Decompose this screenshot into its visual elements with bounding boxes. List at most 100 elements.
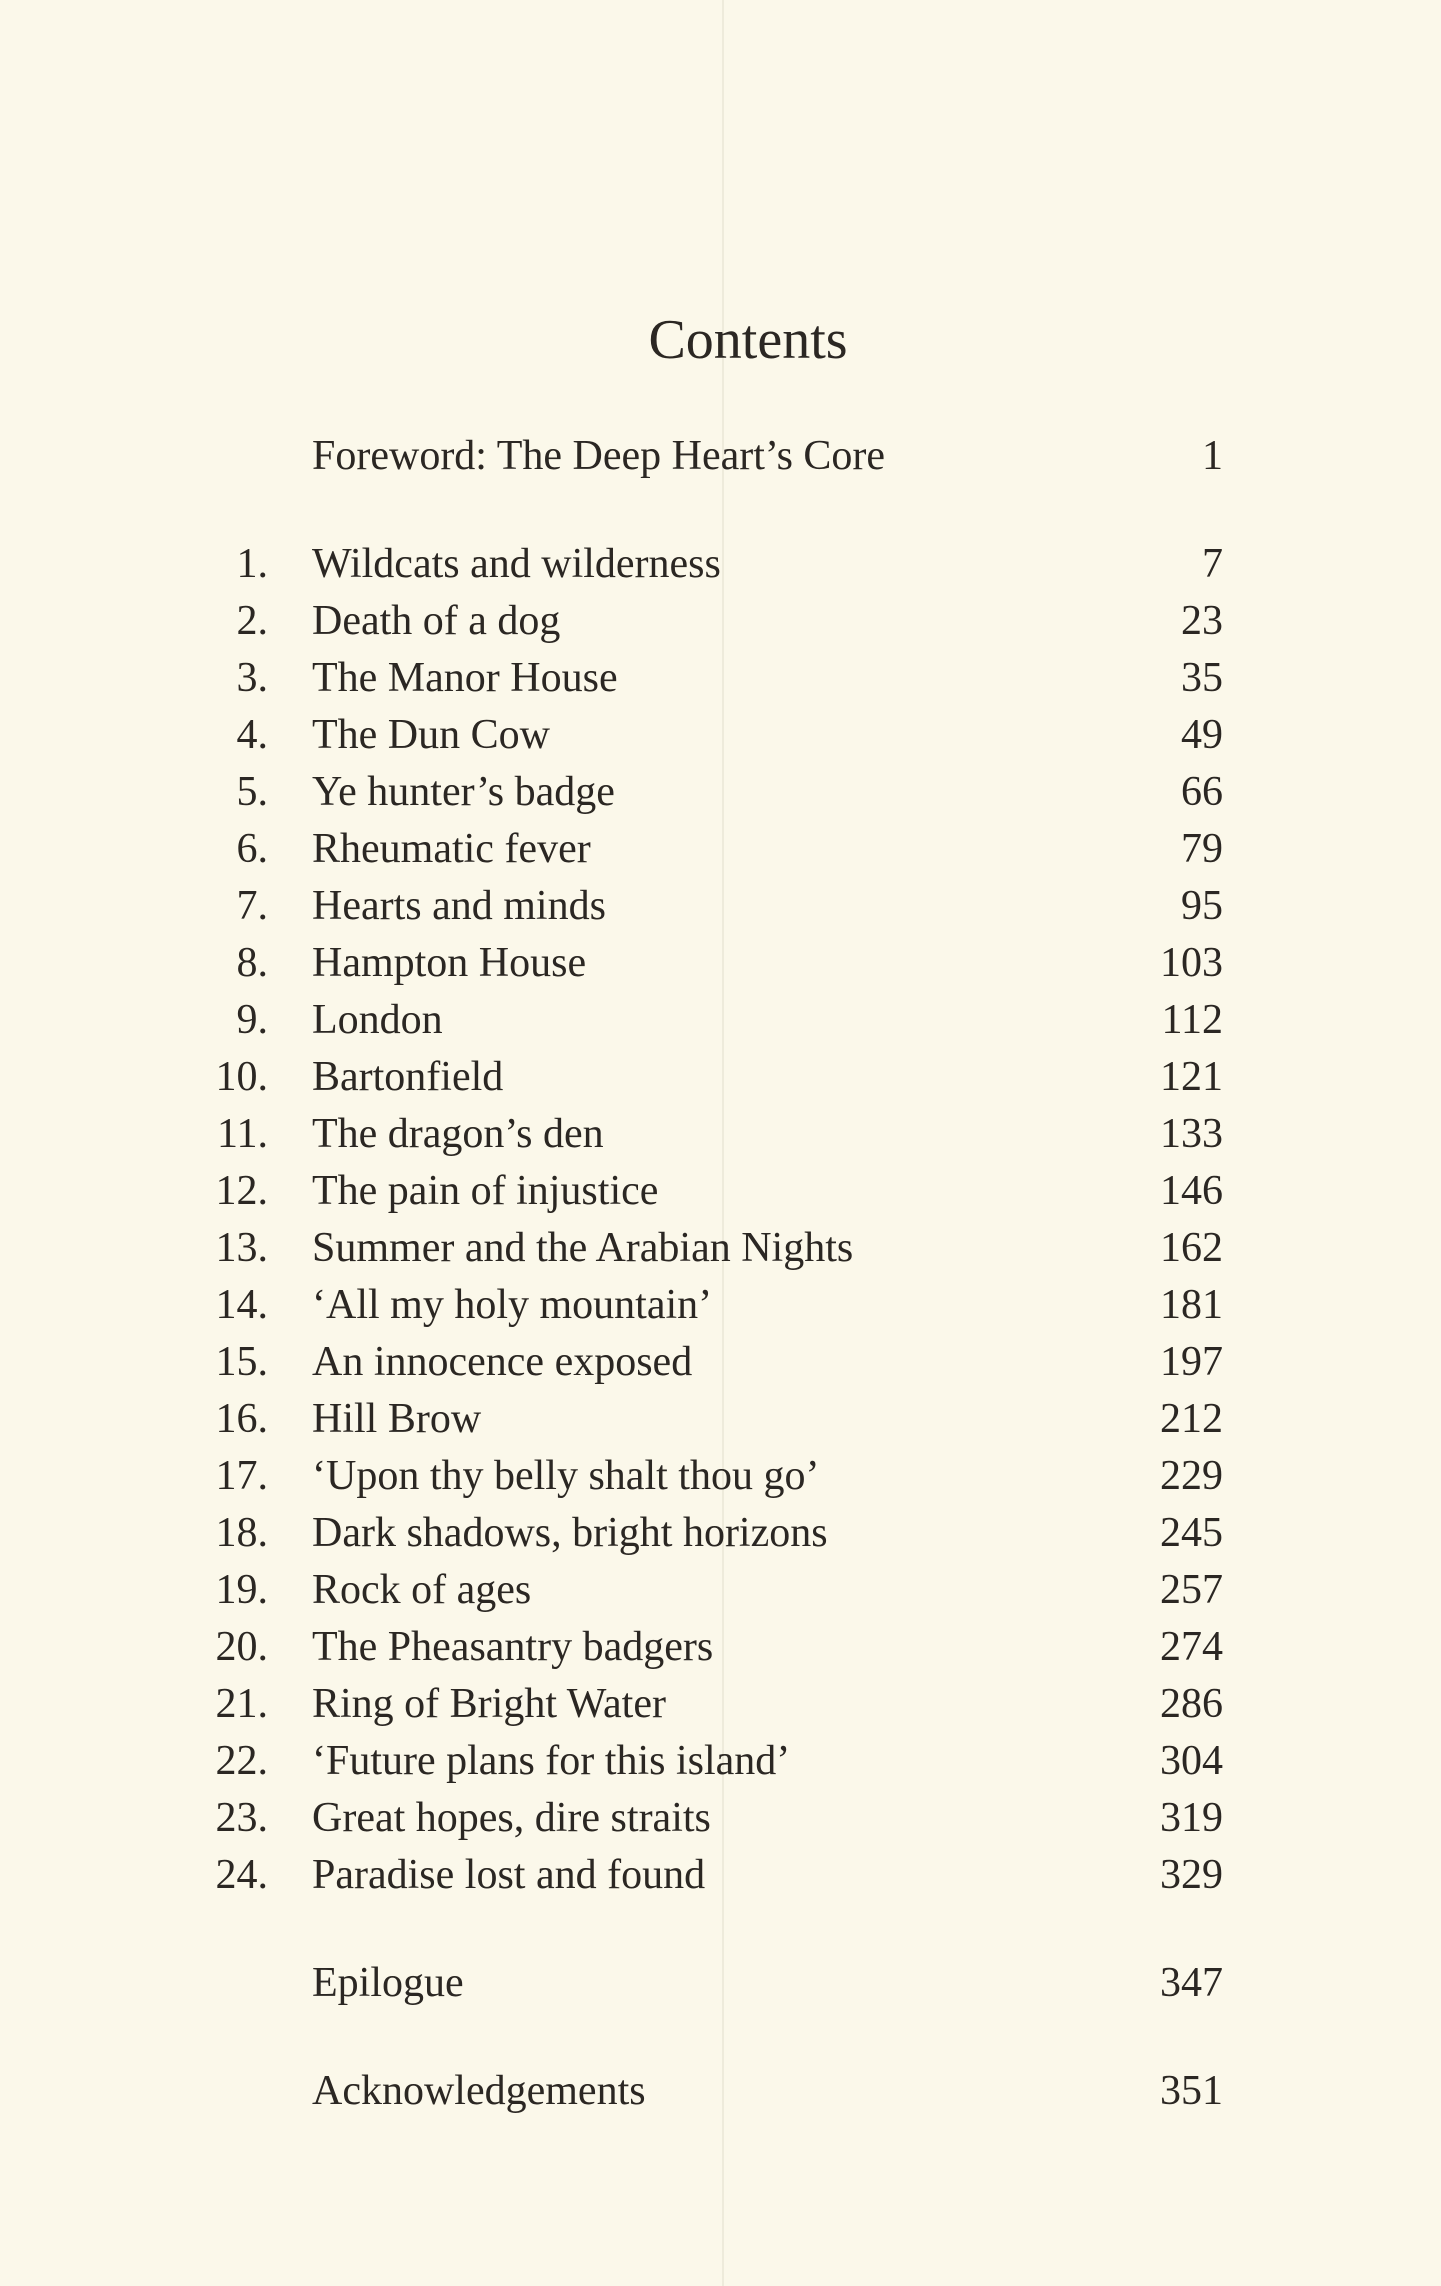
toc-entry-chapter: 21. Ring of Bright Water 286 — [0, 1676, 1441, 1733]
toc-entry-chapter: 19. Rock of ages 257 — [0, 1562, 1441, 1619]
entry-page: 212 — [1160, 1396, 1223, 1442]
entry-title: The dragon’s den — [312, 1111, 604, 1157]
entry-title: The Dun Cow — [312, 712, 550, 758]
entry-title: Death of a dog — [312, 598, 561, 644]
entry-page: 319 — [1160, 1795, 1223, 1841]
toc-entry-chapter: 17. ‘Upon thy belly shalt thou go’ 229 — [0, 1448, 1441, 1505]
chapter-number: 8. — [236, 940, 269, 986]
entry-title: Rheumatic fever — [312, 826, 591, 872]
chapter-number: 13. — [215, 1225, 269, 1271]
chapter-number: 4. — [236, 712, 269, 758]
toc-entry-chapter: 22. ‘Future plans for this island’ 304 — [0, 1733, 1441, 1790]
toc-entry-chapter: 11. The dragon’s den 133 — [0, 1106, 1441, 1163]
entry-page: 181 — [1160, 1282, 1223, 1328]
toc-entry-chapter: 16. Hill Brow 212 — [0, 1391, 1441, 1448]
entry-page: 103 — [1160, 940, 1223, 986]
entry-title: The Manor House — [312, 655, 618, 701]
entry-page: 49 — [1181, 712, 1223, 758]
chapter-number: 17. — [215, 1453, 269, 1499]
entry-page: 1 — [1202, 433, 1223, 479]
toc-entry-chapter: 2. Death of a dog 23 — [0, 593, 1441, 650]
entry-title: The pain of injustice — [312, 1168, 659, 1214]
entry-page: 304 — [1160, 1738, 1223, 1784]
toc-entry-chapter: 18. Dark shadows, bright horizons 245 — [0, 1505, 1441, 1562]
entry-title: Ye hunter’s badge — [312, 769, 615, 815]
toc-entry-epilogue: Epilogue 347 — [0, 1955, 1441, 2012]
entry-title: Ring of Bright Water — [312, 1681, 666, 1727]
entry-title: Summer and the Arabian Nights — [312, 1225, 854, 1271]
entry-title: Hearts and minds — [312, 883, 606, 929]
entry-page: 329 — [1160, 1852, 1223, 1898]
entry-title: ‘Future plans for this island’ — [312, 1738, 791, 1784]
toc-entry-acknowledgements: Acknowledgements 351 — [0, 2063, 1441, 2120]
chapter-number: 9. — [236, 997, 269, 1043]
entry-page: 229 — [1160, 1453, 1223, 1499]
entry-page: 133 — [1160, 1111, 1223, 1157]
toc-entry-chapter: 24. Paradise lost and found 329 — [0, 1847, 1441, 1904]
entry-page: 7 — [1202, 541, 1223, 587]
entry-title: London — [312, 997, 443, 1043]
entry-page: 121 — [1160, 1054, 1223, 1100]
entry-page: 351 — [1160, 2068, 1223, 2114]
entry-page: 79 — [1181, 826, 1223, 872]
toc-entry-chapter: 15. An innocence exposed 197 — [0, 1334, 1441, 1391]
entry-page: 274 — [1160, 1624, 1223, 1670]
entry-title: ‘All my holy mountain’ — [312, 1282, 713, 1328]
entry-page: 95 — [1181, 883, 1223, 929]
toc-entry-chapter: 7. Hearts and minds 95 — [0, 878, 1441, 935]
chapter-number: 1. — [236, 541, 269, 587]
chapter-number: 2. — [236, 598, 269, 644]
chapter-number: 14. — [215, 1282, 269, 1328]
entry-title: Hampton House — [312, 940, 587, 986]
chapter-number: 18. — [215, 1510, 269, 1556]
chapter-number: 12. — [215, 1168, 269, 1214]
chapter-number: 19. — [215, 1567, 269, 1613]
chapter-number: 16. — [215, 1396, 269, 1442]
entry-page: 257 — [1160, 1567, 1223, 1613]
toc-entry-chapter: 23. Great hopes, dire straits 319 — [0, 1790, 1441, 1847]
entry-page: 347 — [1160, 1960, 1223, 2006]
entry-title: Paradise lost and found — [312, 1852, 706, 1898]
chapter-number: 21. — [215, 1681, 269, 1727]
entry-page: 35 — [1181, 655, 1223, 701]
chapter-number: 10. — [215, 1054, 269, 1100]
chapter-number: 20. — [215, 1624, 269, 1670]
page-title: Contents — [648, 309, 848, 371]
toc-entry-chapter: 10. Bartonfield 121 — [0, 1049, 1441, 1106]
entry-title: Great hopes, dire straits — [312, 1795, 711, 1841]
entry-title: An innocence exposed — [312, 1339, 693, 1385]
entry-page: 112 — [1161, 997, 1223, 1043]
entry-title: Epilogue — [312, 1960, 464, 2006]
toc-entry-chapter: 9. London 112 — [0, 992, 1441, 1049]
entry-page: 197 — [1160, 1339, 1223, 1385]
entry-title: ‘Upon thy belly shalt thou go’ — [312, 1453, 820, 1499]
entry-title: The Pheasantry badgers — [312, 1624, 714, 1670]
entry-title: Dark shadows, bright horizons — [312, 1510, 828, 1556]
page-crease — [722, 0, 724, 2286]
entry-page: 245 — [1160, 1510, 1223, 1556]
chapter-number: 23. — [215, 1795, 269, 1841]
chapter-number: 3. — [236, 655, 269, 701]
toc-entry-chapter: 8. Hampton House 103 — [0, 935, 1441, 992]
chapter-number: 15. — [215, 1339, 269, 1385]
entry-title: Foreword: The Deep Heart’s Core — [312, 433, 886, 479]
chapter-number: 22. — [215, 1738, 269, 1784]
entry-title: Acknowledgements — [312, 2068, 646, 2114]
toc-entry-chapter: 13. Summer and the Arabian Nights 162 — [0, 1220, 1441, 1277]
chapter-number: 11. — [217, 1111, 268, 1157]
entry-page: 66 — [1181, 769, 1223, 815]
chapter-number: 6. — [236, 826, 269, 872]
entry-title: Wildcats and wilderness — [312, 541, 721, 587]
chapter-number: 24. — [215, 1852, 269, 1898]
toc-entry-chapter: 6. Rheumatic fever 79 — [0, 821, 1441, 878]
entry-title: Bartonfield — [312, 1054, 504, 1100]
toc-entry-chapter: 5. Ye hunter’s badge 66 — [0, 764, 1441, 821]
chapter-number: 7. — [236, 883, 269, 929]
chapter-number: 5. — [236, 769, 269, 815]
entry-page: 23 — [1181, 598, 1223, 644]
toc-entry-chapter: 20. The Pheasantry badgers 274 — [0, 1619, 1441, 1676]
entry-page: 286 — [1160, 1681, 1223, 1727]
toc-entry-chapter: 12. The pain of injustice 146 — [0, 1163, 1441, 1220]
entry-page: 162 — [1160, 1225, 1223, 1271]
toc-entry-foreword: Foreword: The Deep Heart’s Core 1 — [0, 428, 1441, 485]
